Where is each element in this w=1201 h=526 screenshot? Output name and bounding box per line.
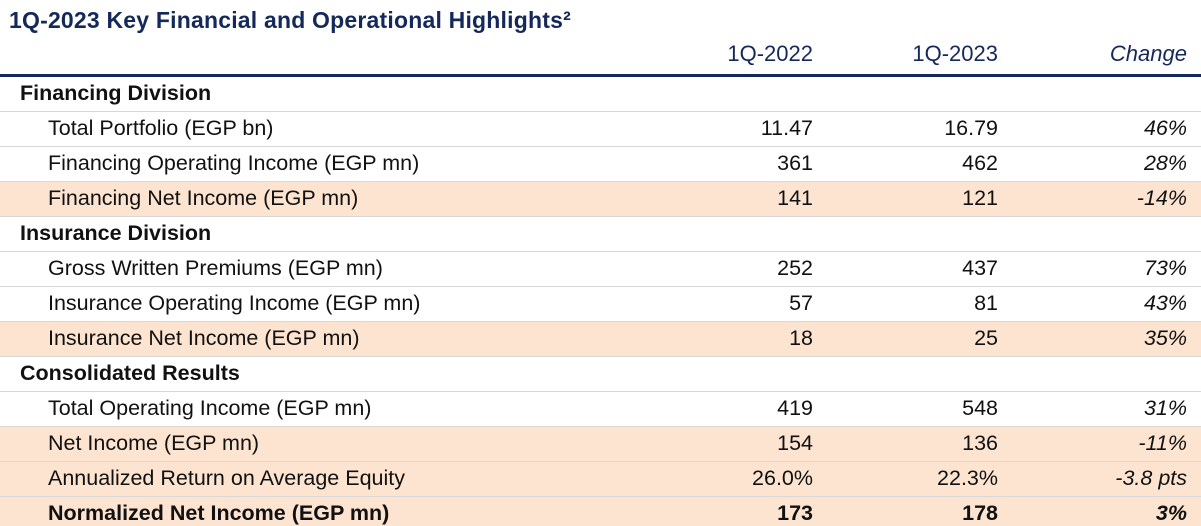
section-header-insurance-division: Insurance Division [0, 216, 1201, 252]
value-1q2022: 419 [645, 391, 815, 427]
row-label: Insurance Net Income (EGP mn) [0, 321, 645, 357]
table-row: Total Operating Income (EGP mn) 419 548 … [0, 391, 1201, 427]
column-header-1q2022: 1Q-2022 [645, 35, 815, 77]
section-title: Insurance Division [0, 216, 1201, 252]
table-header-row: 1Q-2022 1Q-2023 Change [0, 35, 1201, 77]
value-1q2023: 121 [815, 181, 1000, 217]
section-header-consolidated-results: Consolidated Results [0, 356, 1201, 392]
value-1q2023: 548 [815, 391, 1000, 427]
table-row-highlighted: Insurance Net Income (EGP mn) 18 25 35% [0, 321, 1201, 357]
value-1q2023: 22.3% [815, 461, 1000, 497]
table-row-highlighted: Financing Net Income (EGP mn) 141 121 -1… [0, 181, 1201, 217]
value-change: 28% [1000, 146, 1201, 182]
value-1q2023: 437 [815, 251, 1000, 287]
table-row: Total Portfolio (EGP bn) 11.47 16.79 46% [0, 111, 1201, 147]
table-row: Financing Operating Income (EGP mn) 361 … [0, 146, 1201, 182]
table-row-highlighted: Net Income (EGP mn) 154 136 -11% [0, 426, 1201, 462]
row-label: Normalized Net Income (EGP mn) [0, 496, 645, 526]
label-column-header [0, 35, 645, 77]
value-1q2023: 462 [815, 146, 1000, 182]
column-header-1q2023: 1Q-2023 [815, 35, 1000, 77]
value-change: -3.8 pts [1000, 461, 1201, 497]
value-change: 3% [1000, 496, 1201, 526]
value-1q2022: 173 [645, 496, 815, 526]
highlights-table: 1Q-2022 1Q-2023 Change Financing Divisio… [0, 35, 1201, 526]
section-title: Consolidated Results [0, 356, 1201, 392]
row-label: Total Operating Income (EGP mn) [0, 391, 645, 427]
page-title: 1Q-2023 Key Financial and Operational Hi… [9, 7, 571, 33]
value-1q2022: 361 [645, 146, 815, 182]
value-1q2022: 57 [645, 286, 815, 322]
value-change: -14% [1000, 181, 1201, 217]
column-header-change: Change [1000, 35, 1201, 77]
table-row: Insurance Operating Income (EGP mn) 57 8… [0, 286, 1201, 322]
value-1q2022: 11.47 [645, 111, 815, 147]
row-label: Financing Operating Income (EGP mn) [0, 146, 645, 182]
value-change: 35% [1000, 321, 1201, 357]
row-label: Insurance Operating Income (EGP mn) [0, 286, 645, 322]
value-change: 43% [1000, 286, 1201, 322]
value-1q2022: 252 [645, 251, 815, 287]
value-change: 73% [1000, 251, 1201, 287]
value-1q2022: 154 [645, 426, 815, 462]
value-1q2022: 26.0% [645, 461, 815, 497]
value-1q2022: 18 [645, 321, 815, 357]
row-label: Net Income (EGP mn) [0, 426, 645, 462]
value-1q2023: 178 [815, 496, 1000, 526]
row-label: Gross Written Premiums (EGP mn) [0, 251, 645, 287]
table-row: Gross Written Premiums (EGP mn) 252 437 … [0, 251, 1201, 287]
value-change: -11% [1000, 426, 1201, 462]
table-row-highlighted: Annualized Return on Average Equity 26.0… [0, 461, 1201, 497]
value-1q2023: 16.79 [815, 111, 1000, 147]
section-header-financing-division: Financing Division [0, 75, 1201, 112]
section-title: Financing Division [0, 75, 1201, 112]
value-1q2022: 141 [645, 181, 815, 217]
row-label: Financing Net Income (EGP mn) [0, 181, 645, 217]
value-1q2023: 25 [815, 321, 1000, 357]
value-1q2023: 136 [815, 426, 1000, 462]
row-label: Annualized Return on Average Equity [0, 461, 645, 497]
table-row-highlighted-bold: Normalized Net Income (EGP mn) 173 178 3… [0, 496, 1201, 526]
row-label: Total Portfolio (EGP bn) [0, 111, 645, 147]
value-change: 31% [1000, 391, 1201, 427]
value-1q2023: 81 [815, 286, 1000, 322]
value-change: 46% [1000, 111, 1201, 147]
